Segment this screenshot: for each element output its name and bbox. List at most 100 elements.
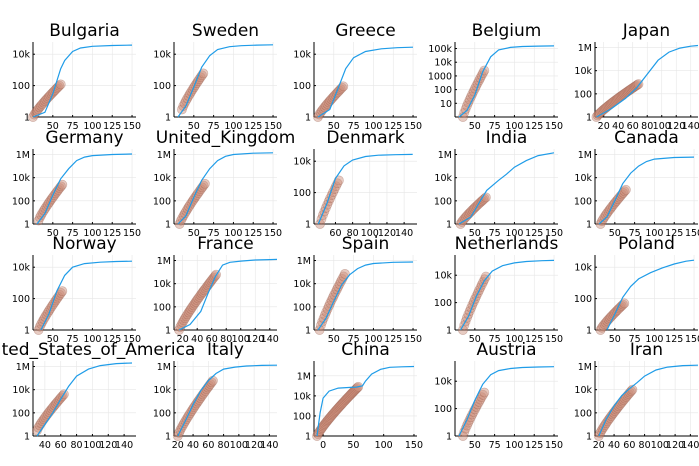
- x-tick-label: 75: [348, 121, 360, 132]
- observed-point: [177, 213, 188, 223]
- observed-point: [34, 102, 45, 113]
- model-series-line: [177, 152, 274, 225]
- x-tick-label: 100: [505, 228, 523, 239]
- observed-point: [342, 393, 353, 403]
- subplot-title: Austria: [476, 340, 536, 360]
- subplot-china: 0 50 100 150 1 100 10k 1M China: [293, 340, 423, 451]
- observed-point: [474, 75, 484, 86]
- y-tick-label: 100: [574, 408, 592, 419]
- observed-point: [178, 315, 189, 326]
- observed-point: [324, 412, 335, 423]
- observed-point: [347, 387, 358, 398]
- observed-point: [333, 402, 344, 413]
- y-tick-label: 1: [446, 220, 452, 231]
- observed-point: [322, 415, 333, 426]
- x-tick-label: 150: [123, 121, 141, 132]
- observed-point: [478, 68, 488, 78]
- x-tick-label: 120: [246, 334, 264, 345]
- x-tick-label: 150: [545, 440, 563, 451]
- subplot-title: France: [197, 234, 254, 254]
- x-tick-label: 50: [469, 334, 481, 345]
- y-tick-label: 1M: [578, 362, 592, 373]
- model-series-line: [316, 365, 415, 437]
- observed-point: [621, 184, 631, 195]
- observed-point: [468, 203, 479, 214]
- x-tick-label: 100: [653, 121, 671, 132]
- x-tick-label: 50: [469, 121, 481, 132]
- observed-point: [52, 397, 63, 408]
- subplot-title: Iran: [630, 340, 663, 360]
- x-tick-label: 125: [244, 228, 262, 239]
- observed-point: [57, 286, 68, 297]
- y-tick-label: 100: [153, 81, 171, 92]
- subplot-title: Bulgaria: [49, 21, 120, 41]
- y-tick-label: 10k: [574, 66, 592, 77]
- subplot-title: Japan: [622, 21, 670, 41]
- x-tick-label: 125: [525, 121, 543, 132]
- y-tick-label: 10k: [153, 279, 171, 290]
- x-tick-label: 75: [67, 228, 79, 239]
- x-tick-label: 100: [364, 334, 382, 345]
- x-tick-label: 60: [55, 440, 67, 451]
- x-tick-label: 80: [641, 121, 653, 132]
- y-tick-label: 1M: [438, 150, 452, 161]
- observed-point: [620, 88, 631, 98]
- y-tick-label: 100: [153, 302, 171, 313]
- x-tick-label: 125: [103, 334, 121, 345]
- observed-point: [326, 94, 337, 105]
- x-tick-label: 140: [115, 440, 133, 451]
- observed-point: [596, 322, 607, 333]
- x-tick-label: 150: [404, 334, 422, 345]
- x-tick-label: 80: [218, 440, 230, 451]
- subplot-title: Sweden: [192, 21, 259, 41]
- observed-point: [51, 83, 62, 94]
- x-tick-label: 75: [489, 228, 501, 239]
- y-tick-label: 1: [165, 432, 171, 443]
- x-tick-label: 60: [202, 440, 214, 451]
- observed-point: [317, 423, 327, 433]
- y-tick-label: 10k: [434, 271, 452, 282]
- observed-point: [343, 392, 354, 402]
- subplot-title: Norway: [52, 234, 117, 254]
- y-tick-label: 1: [305, 113, 311, 124]
- model-series-line: [459, 259, 555, 331]
- y-tick-label: 100: [574, 196, 592, 207]
- observed-point: [193, 293, 204, 304]
- x-tick-label: 20: [598, 121, 610, 132]
- observed-point: [182, 309, 193, 320]
- x-tick-label: 125: [103, 228, 121, 239]
- observed-point: [184, 305, 195, 316]
- y-tick-label: 1M: [16, 362, 30, 373]
- model-series-line: [36, 153, 133, 225]
- x-tick-label: 75: [629, 228, 641, 239]
- x-tick-label: 100: [224, 228, 242, 239]
- y-tick-label: 1: [165, 220, 171, 231]
- x-tick-label: 150: [123, 228, 141, 239]
- x-tick-label: 50: [47, 228, 59, 239]
- x-tick-label: 50: [328, 334, 340, 345]
- x-tick-label: 40: [612, 121, 624, 132]
- x-tick-label: 120: [667, 121, 685, 132]
- subplot-poland: 5075100125150110010kPoland: [574, 234, 699, 345]
- subplot-title: Germany: [45, 128, 123, 148]
- observed-point: [319, 102, 330, 113]
- x-tick-label: 150: [404, 121, 422, 132]
- y-tick-label: 1: [305, 220, 311, 231]
- observed-point: [178, 210, 189, 221]
- x-tick-label: 125: [103, 121, 121, 132]
- y-tick-label: 10k: [574, 173, 592, 184]
- subplot-title: United_States_of_America: [0, 340, 195, 360]
- x-tick-label: 60: [206, 334, 218, 345]
- x-tick-label: 125: [384, 334, 402, 345]
- y-tick-label: 1M: [157, 150, 171, 161]
- observed-point: [631, 80, 642, 91]
- observed-point: [598, 320, 609, 331]
- x-tick-label: 80: [220, 334, 232, 345]
- x-tick-label: 150: [545, 228, 563, 239]
- model-series-line: [606, 259, 695, 331]
- observed-point: [48, 299, 58, 310]
- y-tick-label: 10k: [434, 58, 452, 69]
